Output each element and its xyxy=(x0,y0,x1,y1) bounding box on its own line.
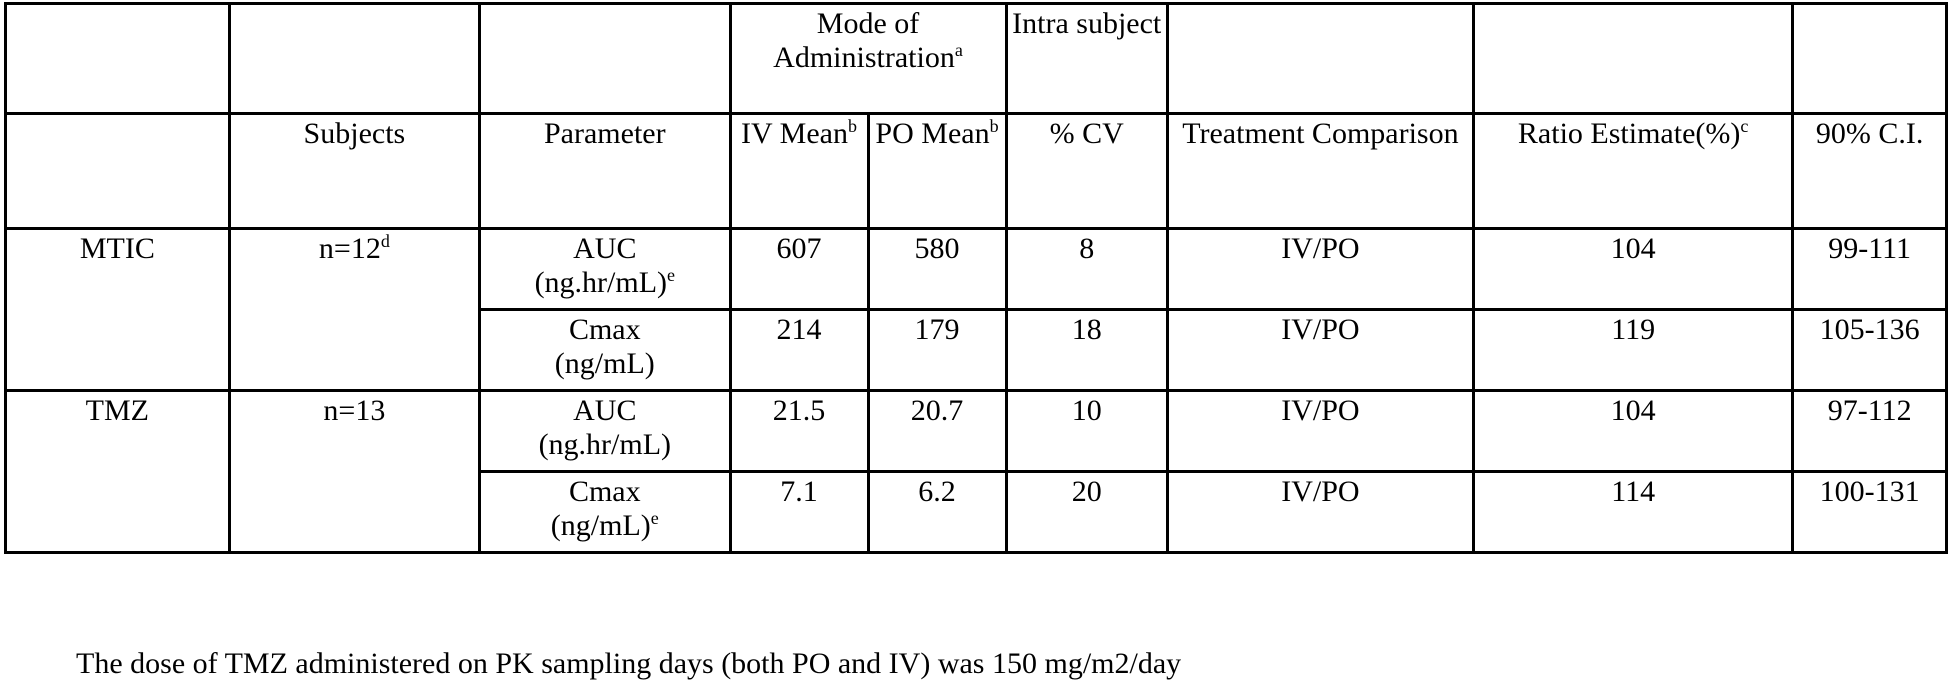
group-header-row: Mode of Administrationa Intra subject xyxy=(6,4,1947,114)
iv-mean-header: IV Meanb xyxy=(730,114,868,229)
compound-cell: MTIC xyxy=(6,229,230,391)
ratio-estimate-header: Ratio Estimate(%)c xyxy=(1473,114,1792,229)
ci-cell: 105-136 xyxy=(1793,310,1947,391)
footnote-text: The dose of TMZ administered on PK sampl… xyxy=(76,647,1181,681)
compound-cell: TMZ xyxy=(6,391,230,553)
ci-cell: 100-131 xyxy=(1793,472,1947,553)
subjects-cell: n=13 xyxy=(229,391,479,553)
comparison-cell: IV/PO xyxy=(1167,229,1473,310)
po-mean-cell: 6.2 xyxy=(868,472,1006,553)
iv-mean-cell: 7.1 xyxy=(730,472,868,553)
subjects-cell: n=12d xyxy=(229,229,479,391)
ci-cell: 99-111 xyxy=(1793,229,1947,310)
table-row: MTIC n=12d AUC(ng.hr/mL)e 607 580 8 IV/P… xyxy=(6,229,1947,310)
empty-cell xyxy=(1167,4,1473,114)
mode-of-administration-header: Mode of Administrationa xyxy=(730,4,1006,114)
cv-cell: 18 xyxy=(1006,310,1167,391)
empty-cell xyxy=(229,4,479,114)
intra-subject-header: Intra subject xyxy=(1006,4,1167,114)
po-mean-cell: 580 xyxy=(868,229,1006,310)
empty-cell xyxy=(480,4,730,114)
po-mean-cell: 179 xyxy=(868,310,1006,391)
comparison-cell: IV/PO xyxy=(1167,472,1473,553)
parameter-cell: Cmax(ng/mL)e xyxy=(480,472,730,553)
ratio-cell: 104 xyxy=(1473,229,1792,310)
parameter-header: Parameter xyxy=(480,114,730,229)
cv-header: % CV xyxy=(1006,114,1167,229)
iv-mean-cell: 21.5 xyxy=(730,391,868,472)
ratio-cell: 104 xyxy=(1473,391,1792,472)
table-row: TMZ n=13 AUC(ng.hr/mL) 21.5 20.7 10 IV/P… xyxy=(6,391,1947,472)
iv-mean-cell: 214 xyxy=(730,310,868,391)
subjects-header: Subjects xyxy=(229,114,479,229)
ratio-cell: 114 xyxy=(1473,472,1792,553)
ratio-cell: 119 xyxy=(1473,310,1792,391)
ci-cell: 97-112 xyxy=(1793,391,1947,472)
cv-cell: 10 xyxy=(1006,391,1167,472)
parameter-cell: AUC(ng.hr/mL) xyxy=(480,391,730,472)
po-mean-cell: 20.7 xyxy=(868,391,1006,472)
iv-mean-cell: 607 xyxy=(730,229,868,310)
treatment-comparison-header: Treatment Comparison xyxy=(1167,114,1473,229)
ci-header: 90% C.I. xyxy=(1793,114,1947,229)
cv-cell: 20 xyxy=(1006,472,1167,553)
cv-cell: 8 xyxy=(1006,229,1167,310)
parameter-cell: AUC(ng.hr/mL)e xyxy=(480,229,730,310)
column-header-row: Subjects Parameter IV Meanb PO Meanb % C… xyxy=(6,114,1947,229)
empty-cell xyxy=(1793,4,1947,114)
empty-cell xyxy=(1473,4,1792,114)
empty-cell xyxy=(6,4,230,114)
comparison-cell: IV/PO xyxy=(1167,391,1473,472)
pk-comparison-table: Mode of Administrationa Intra subject Su… xyxy=(4,2,1948,554)
empty-cell xyxy=(6,114,230,229)
parameter-cell: Cmax(ng/mL) xyxy=(480,310,730,391)
po-mean-header: PO Meanb xyxy=(868,114,1006,229)
comparison-cell: IV/PO xyxy=(1167,310,1473,391)
